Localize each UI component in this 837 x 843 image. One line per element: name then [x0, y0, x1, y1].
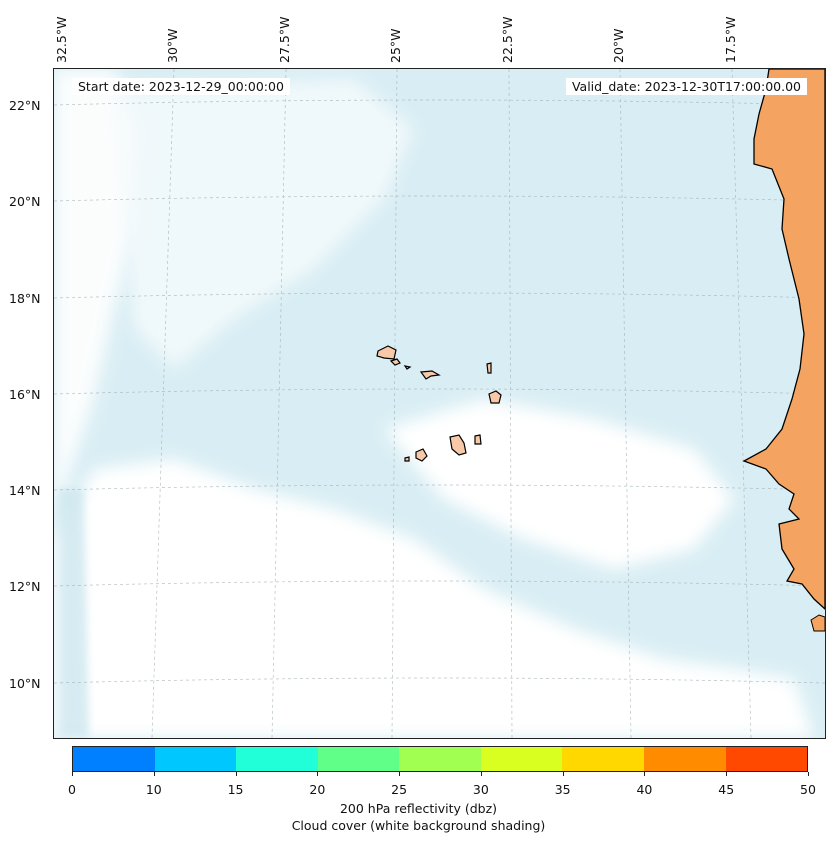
graticule	[54, 69, 825, 738]
lat-label-18n: 18°N	[9, 291, 41, 306]
colorbar-segment-3	[317, 747, 400, 771]
island-santo-antao	[376, 345, 397, 360]
colorbar-segment-7	[643, 747, 726, 771]
lat-label-12n: 12°N	[9, 579, 41, 594]
valid-date-label: Valid_date: 2023-12-30T17:00:00.00	[565, 78, 807, 95]
cloud-region-southwest-band	[59, 489, 89, 738]
colorbar-tickmark	[562, 772, 564, 776]
colorbar-tickmark	[644, 772, 646, 776]
parallel-10n	[54, 677, 825, 684]
africa-landmass	[742, 69, 825, 632]
colorbar-tick-label: 15	[227, 782, 244, 797]
cloud-cover-shading	[54, 69, 814, 738]
lon-label-25w: 25°W	[388, 28, 403, 63]
colorbar-segment-4	[399, 747, 481, 771]
lon-label-27-5w: 27.5°W	[277, 16, 292, 63]
colorbar-segment-8	[725, 747, 808, 771]
reflectivity-colorbar	[72, 746, 808, 772]
colorbar-tick-label: 30	[472, 782, 489, 797]
lat-label-14n: 14°N	[9, 483, 41, 498]
colorbar-tick-label: 45	[718, 782, 735, 797]
colorbar-sublabel: Cloud cover (white background shading)	[291, 818, 546, 833]
colorbar-tickmark	[726, 772, 728, 776]
parallel-18n	[54, 292, 825, 299]
colorbar-tickmark	[480, 772, 482, 776]
island-sal	[486, 362, 492, 374]
island-sao-vicente	[389, 358, 401, 366]
lon-label-32-5w: 32.5°W	[54, 16, 69, 63]
island-sao-nicolau	[419, 370, 441, 380]
island-boa-vista	[488, 390, 502, 404]
colorbar-label: 200 hPa reflectivity (dbz)	[339, 801, 498, 816]
colorbar-tick-label: 40	[636, 782, 653, 797]
lon-label-20w: 20°W	[611, 28, 626, 63]
colorbar-tick-label: 0	[68, 782, 76, 797]
colorbar-segment-5	[480, 747, 563, 771]
island-maio	[474, 434, 482, 445]
colorbar-tick-label: 35	[554, 782, 571, 797]
island-brava	[404, 456, 410, 462]
lon-label-17-5w: 17.5°W	[723, 16, 738, 63]
parallel-16n	[54, 388, 825, 395]
colorbar-tick-label: 50	[800, 782, 816, 797]
africa-islands-south	[810, 614, 825, 632]
colorbar-tick-label: 10	[145, 782, 162, 797]
parallel-12n	[54, 580, 825, 587]
lat-label-16n: 16°N	[9, 387, 41, 402]
colorbar-tick-label: 20	[309, 782, 326, 797]
start-date-label: Start date: 2023-12-29_00:00:00	[72, 78, 290, 95]
parallel-14n	[54, 484, 825, 491]
lon-label-30w: 30°W	[165, 28, 180, 63]
colorbar-tickmark	[808, 772, 809, 776]
colorbar-tickmark	[72, 772, 73, 776]
island-fogo	[415, 448, 428, 462]
island-santiago	[449, 434, 467, 456]
colorbar-tick-label: 25	[391, 782, 408, 797]
cloud-region-southcentral	[384, 399, 734, 569]
africa-mainland	[742, 69, 825, 610]
cloud-region-center-north	[114, 79, 414, 369]
lat-label-20n: 20°N	[9, 194, 41, 209]
colorbar-segment-6	[562, 747, 644, 771]
cloud-region-south	[54, 459, 814, 738]
colorbar-tickmark	[153, 772, 155, 776]
parallel-22n	[54, 99, 825, 106]
map-canvas[interactable]	[54, 69, 825, 738]
lon-label-22-5w: 22.5°W	[500, 16, 515, 63]
map-panel[interactable]: Start date: 2023-12-29_00:00:00 Valid_da…	[53, 68, 826, 739]
colorbar-tickmark	[317, 772, 319, 776]
lat-label-22n: 22°N	[9, 98, 41, 113]
colorbar-segment-0	[73, 747, 155, 771]
island-santa-luzia	[403, 365, 412, 370]
parallel-20n	[54, 195, 825, 202]
colorbar-tickmark	[399, 772, 401, 776]
colorbar-tickmark	[235, 772, 237, 776]
colorbar-segment-2	[236, 747, 318, 771]
colorbar-segment-1	[154, 747, 237, 771]
lat-label-10n: 10°N	[9, 676, 41, 691]
cabo-verde-islands	[376, 345, 502, 462]
